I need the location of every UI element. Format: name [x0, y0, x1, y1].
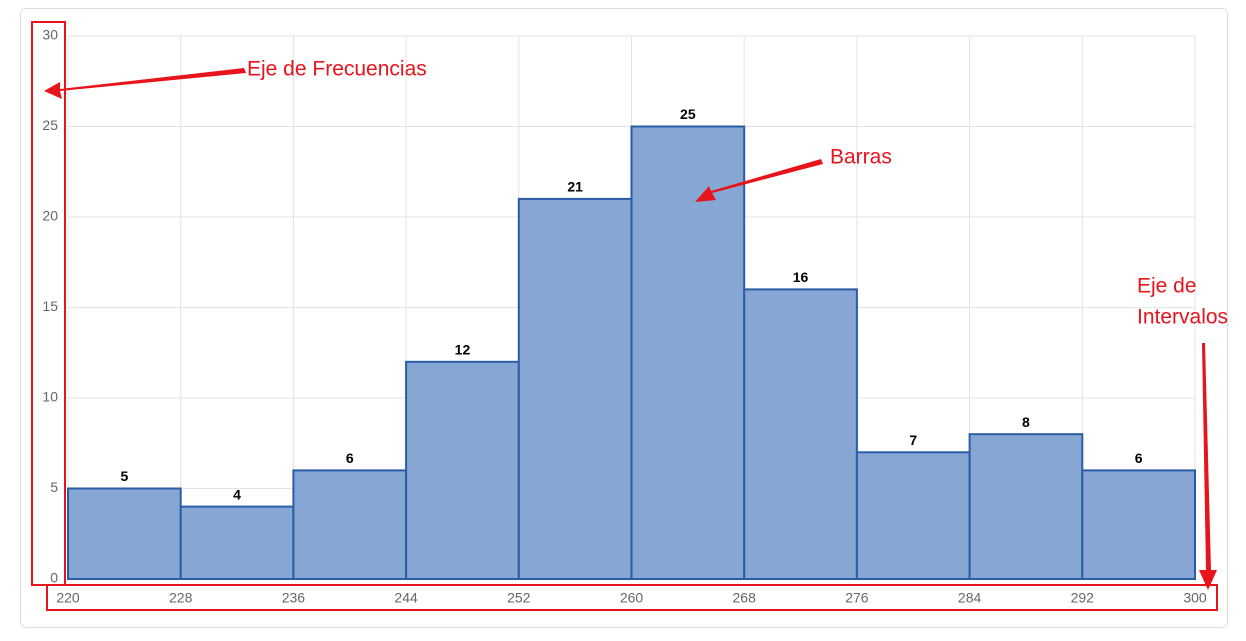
- annotation: Eje de: [1137, 275, 1197, 298]
- x-tick-label: 252: [507, 590, 531, 606]
- arrow: [44, 68, 246, 99]
- x-tick-label: 260: [620, 590, 644, 606]
- data-label: 25: [680, 106, 696, 122]
- y-tick-label: 10: [42, 389, 58, 405]
- x-tick-label: 300: [1183, 590, 1207, 606]
- x-tick-label: 292: [1071, 590, 1095, 606]
- data-label: 6: [1135, 450, 1143, 466]
- data-label: 8: [1022, 414, 1030, 430]
- x-tick-label: 276: [845, 590, 869, 606]
- x-tick-label: 220: [56, 590, 80, 606]
- annotations: Eje de Frecuencias Barras Eje de Interva…: [31, 21, 1228, 611]
- y-tick-label: 30: [42, 27, 58, 43]
- arrow: [695, 159, 823, 202]
- x-tick-label: 236: [282, 590, 306, 606]
- annotation: Intervalos: [1137, 306, 1228, 329]
- bar: [1081, 469, 1197, 580]
- bar: [855, 451, 971, 580]
- bar: [968, 433, 1084, 581]
- data-label: 5: [120, 468, 128, 484]
- y-tick-label: 25: [42, 117, 58, 133]
- data-label: 6: [346, 450, 354, 466]
- bar: [405, 360, 520, 580]
- y-tick-label: 5: [50, 479, 58, 495]
- x-tick-label: 244: [394, 590, 418, 606]
- annotation: Eje de Frecuencias: [247, 58, 427, 81]
- y-tick-label: 0: [50, 570, 58, 586]
- y-tick-label: 20: [42, 208, 58, 224]
- data-label: 21: [567, 179, 583, 195]
- x-tick-label: 268: [733, 590, 757, 606]
- data-label: 4: [233, 486, 241, 502]
- data-label: 7: [909, 432, 917, 448]
- data-label: 16: [793, 269, 809, 285]
- bar: [292, 469, 408, 580]
- data-label: 12: [455, 342, 471, 358]
- arrow: [1199, 343, 1217, 590]
- x-axis-box: [46, 584, 1218, 611]
- plot: 0 5 10 15 20 25 30 220 228 236 244 252 260 268 276 284 2…: [42, 27, 1206, 606]
- bar: [743, 288, 858, 580]
- bar: [517, 197, 633, 580]
- x-tick-label: 228: [169, 590, 193, 606]
- x-tick-label: 284: [958, 590, 982, 606]
- bar: [630, 125, 746, 580]
- bar: [67, 487, 182, 580]
- y-tick-label: 15: [42, 298, 58, 314]
- annotation: Barras: [830, 146, 892, 169]
- bar: [179, 505, 295, 581]
